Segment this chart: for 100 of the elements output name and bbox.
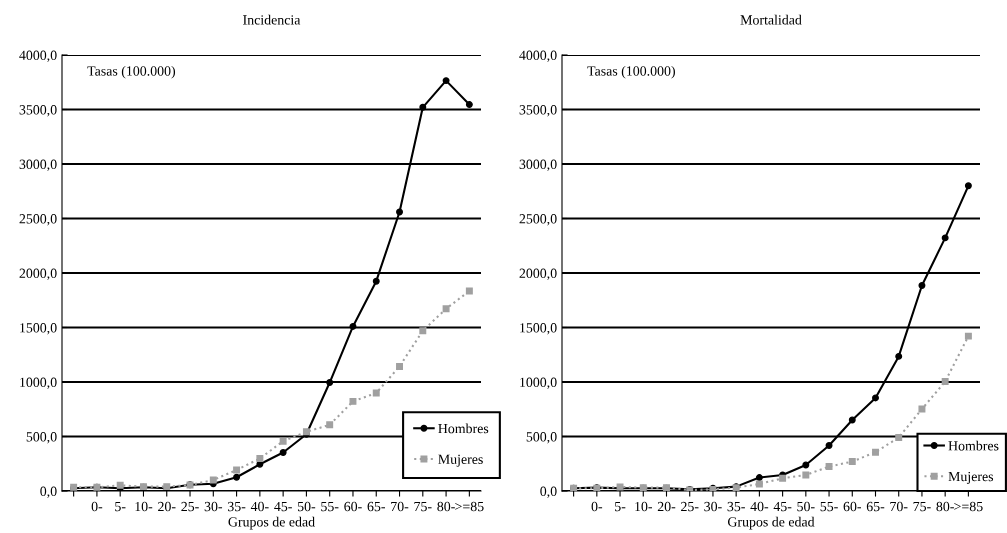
y-tick-label: 4000,0: [519, 50, 557, 62]
x-tick-label: 10-: [135, 501, 153, 512]
legend-label: Hombres: [948, 440, 999, 451]
y-tick-label: 1500,0: [20, 323, 57, 335]
point: [209, 476, 217, 484]
point: [279, 449, 287, 456]
x-axis-title: Grupos de edad: [727, 516, 815, 530]
x-tick-label: 80-: [936, 501, 954, 512]
y-tick-label: 0,0: [40, 486, 57, 498]
x-tick-label: 25-: [681, 501, 699, 512]
x-tick-label: 30-: [704, 501, 722, 512]
point: [419, 327, 427, 335]
y-tick-label: 500,0: [26, 432, 57, 444]
point: [964, 182, 972, 190]
x-tick-label: 40-: [250, 501, 269, 512]
annotation: Tasas (100.000): [87, 65, 176, 79]
y-tick-label: 3000,0: [19, 159, 57, 171]
y-tick-label: 1000,0: [20, 377, 57, 389]
point: [941, 378, 949, 386]
x-tick-label: 30-: [204, 501, 223, 512]
x-tick-label: 55-: [321, 501, 339, 512]
legend-label: Mujeres: [948, 471, 994, 485]
point: [895, 352, 903, 360]
x-tick-label: 80-: [437, 501, 455, 512]
point: [848, 458, 856, 466]
x-tick-label: 5-: [115, 501, 126, 512]
point: [419, 103, 427, 111]
x-tick-label: 65-: [367, 501, 386, 512]
point: [349, 322, 357, 330]
point: [895, 434, 903, 441]
y-tick-label: 1500,0: [520, 323, 557, 335]
x-tick-label: 45-: [274, 501, 292, 512]
point: [372, 277, 380, 285]
y-tick-label: 0,0: [540, 486, 557, 498]
point: [442, 305, 450, 313]
x-tick-label: 50-: [797, 501, 815, 512]
x-tick-label: 75-: [913, 501, 931, 512]
x-tick-label: 0-: [91, 501, 103, 512]
point: [233, 473, 241, 481]
point: [326, 379, 334, 387]
x-tick-label: 20-: [158, 501, 176, 512]
point: [396, 208, 404, 216]
y-tick-label: 3000,0: [519, 159, 557, 171]
y-tick-label: 2500,0: [19, 214, 57, 226]
point: [848, 416, 856, 424]
point: [465, 101, 473, 109]
point: [396, 362, 404, 370]
point: [802, 471, 810, 479]
x-tick-label: 20-: [657, 501, 676, 512]
x-tick-label: 5-: [615, 501, 626, 512]
point: [941, 234, 949, 242]
point: [755, 474, 763, 482]
x-tick-label: 35-: [727, 501, 745, 512]
point: [326, 421, 334, 429]
y-tick-label: 2000,0: [19, 268, 57, 280]
point: [279, 437, 287, 445]
x-tick-label: 75-: [414, 501, 432, 512]
point: [442, 77, 450, 85]
x-tick-label: 0-: [591, 501, 603, 512]
x-tick-label: 40-: [750, 501, 769, 512]
point: [233, 466, 241, 474]
annotation: Tasas (100.000): [587, 65, 675, 79]
x-tick-label: 35-: [227, 501, 246, 512]
point: [918, 405, 926, 413]
x-tick-label: 60-: [843, 501, 862, 512]
x-tick-label: 25-: [181, 501, 199, 512]
x-tick-label: >=85: [455, 501, 484, 512]
point: [872, 394, 879, 402]
x-tick-label: 10-: [635, 501, 653, 512]
y-tick-label: 500,0: [526, 432, 557, 444]
y-tick-label: 4000,0: [19, 50, 57, 62]
point: [465, 287, 473, 295]
x-tick-label: 70-: [890, 501, 908, 512]
point: [872, 448, 879, 456]
point: [755, 480, 763, 488]
x-tick-label: 65-: [866, 501, 885, 512]
point: [372, 389, 380, 397]
x-tick-label: 60-: [344, 501, 362, 512]
y-tick-label: 2500,0: [519, 214, 557, 226]
point: [256, 455, 264, 462]
chart-title: Mortalidad: [740, 14, 802, 25]
y-tick-label: 3500,0: [19, 105, 57, 117]
point: [918, 282, 926, 290]
x-axis-title: Grupos de edad: [228, 516, 315, 530]
legend-label: Hombres: [438, 423, 489, 434]
x-tick-label: 50-: [297, 501, 316, 512]
y-tick-label: 2000,0: [519, 268, 557, 280]
point: [825, 463, 833, 471]
point: [964, 332, 972, 340]
y-tick-label: 3500,0: [519, 105, 557, 117]
y-tick-label: 1000,0: [520, 377, 557, 389]
x-tick-label: 45-: [773, 501, 792, 512]
x-tick-label: 70-: [391, 501, 409, 512]
x-tick-label: >=85: [954, 501, 983, 512]
point: [802, 461, 810, 469]
chart-title: Incidencia: [243, 14, 301, 25]
x-tick-label: 55-: [820, 501, 838, 512]
point: [349, 397, 357, 405]
point: [825, 442, 833, 450]
legend-label: Mujeres: [438, 454, 483, 467]
